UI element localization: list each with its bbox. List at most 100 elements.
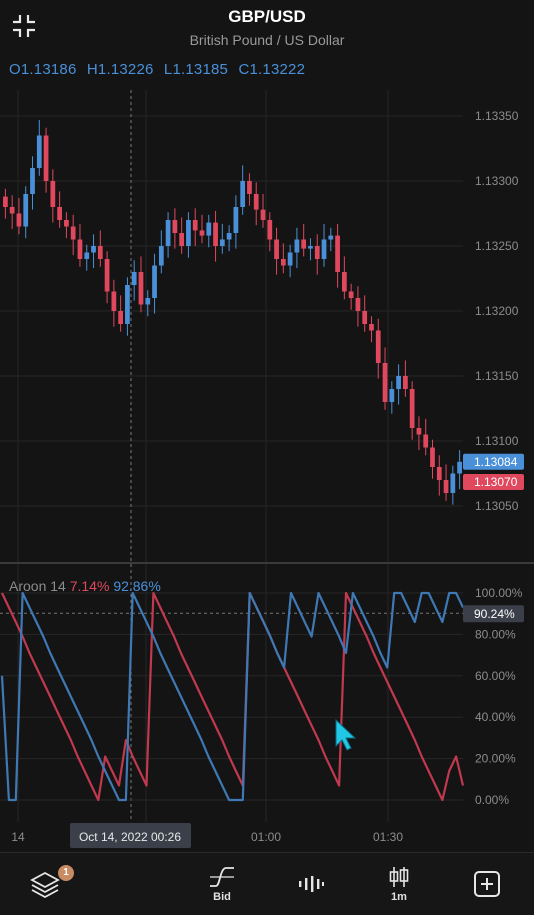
candle-body xyxy=(50,181,56,207)
candle-body xyxy=(186,220,191,246)
candle-body xyxy=(375,330,381,363)
candle-body xyxy=(30,168,35,194)
price-tick-label: 1.13300 xyxy=(475,174,519,188)
volume-button[interactable] xyxy=(296,853,326,915)
candle-body xyxy=(104,259,110,292)
candle-body xyxy=(57,207,62,220)
price-chart[interactable]: 1.13350 1.13300 1.13250 1.13200 1.13150 1.131… xyxy=(0,0,534,852)
candle-body xyxy=(430,447,435,467)
candle-body xyxy=(436,467,442,480)
candle-body xyxy=(355,298,361,311)
price-type-button[interactable]: Bid xyxy=(200,853,244,915)
ohlc-readout: O1.13186 H1.13226 L1.13185 C1.13222 xyxy=(9,61,311,78)
plus-square-icon xyxy=(474,871,500,897)
collapse-fullscreen-icon[interactable] xyxy=(10,12,38,40)
candle-body xyxy=(335,235,340,272)
interval-label: 1m xyxy=(391,890,407,903)
candle-body xyxy=(138,272,144,305)
candle-body xyxy=(16,213,22,227)
high-value: H1.13226 xyxy=(86,61,154,78)
candle-body xyxy=(199,230,205,236)
candle-body xyxy=(328,235,334,240)
indicator-tick-label: 80.00% xyxy=(475,627,516,641)
candle-body xyxy=(409,389,415,428)
price-tick-label: 1.13250 xyxy=(475,239,519,253)
crosshair-time-tag xyxy=(70,823,191,848)
crosshair-time-label: Oct 14, 2022 00:26 xyxy=(79,830,181,844)
aroon-up-line xyxy=(0,591,464,802)
candle-body xyxy=(253,194,259,210)
bid-price-tag xyxy=(463,474,524,490)
add-indicator-button[interactable] xyxy=(472,853,502,915)
bid-price-label: 1.13070 xyxy=(474,475,518,489)
candle-body xyxy=(97,246,103,259)
time-axis-label: 01:30 xyxy=(373,830,403,844)
candle-body xyxy=(294,239,300,253)
candle-body xyxy=(403,376,408,389)
indicator-tick-label: 40.00% xyxy=(475,710,516,724)
candle-body xyxy=(274,239,279,259)
candle-body xyxy=(158,246,164,266)
candle-body xyxy=(125,285,130,324)
candle-body xyxy=(369,324,374,331)
time-axis-label: 01:00 xyxy=(251,830,281,844)
low-value: L1.13185 xyxy=(163,61,229,78)
candle-body xyxy=(423,434,429,448)
candle-body xyxy=(77,239,83,259)
candle-body xyxy=(457,461,462,474)
price-tick-label: 1.13350 xyxy=(475,109,519,123)
candle-body xyxy=(192,220,198,231)
indicator-tick-label: 100.00% xyxy=(475,586,523,600)
symbol-description: British Pound / US Dollar xyxy=(189,32,345,48)
open-value: O1.13186 xyxy=(9,61,77,78)
price-tick-label: 1.13050 xyxy=(475,499,519,513)
candle-body xyxy=(172,220,178,233)
candle-body xyxy=(70,226,76,240)
candle-body xyxy=(233,207,239,233)
layers-icon xyxy=(30,871,60,898)
interval-button[interactable]: 1m xyxy=(384,853,414,915)
candle-body xyxy=(416,428,422,435)
indicator-tick-label: 60.00% xyxy=(475,669,516,683)
price-tick-label: 1.13150 xyxy=(475,369,519,383)
candle-body xyxy=(84,252,90,259)
candle-body xyxy=(206,222,212,236)
indicator-tick-label: 0.00% xyxy=(475,793,509,807)
pointer-cursor-icon xyxy=(334,718,358,757)
candle-body xyxy=(226,233,232,240)
bid-curve-icon xyxy=(210,866,234,887)
candle-body xyxy=(267,220,273,240)
candle-body xyxy=(111,291,117,311)
candle-body xyxy=(247,181,252,194)
indicator-tick-label: 20.00% xyxy=(475,752,516,766)
candle-body xyxy=(91,246,96,253)
price-tick-label: 1.13100 xyxy=(475,434,519,448)
candle-body xyxy=(23,194,29,227)
aroon-up-value: 92.86% xyxy=(113,578,160,594)
price-type-label: Bid xyxy=(213,890,231,903)
bottom-toolbar: 1 Bid 1m xyxy=(0,852,534,915)
candle-body xyxy=(3,196,8,207)
candle-body xyxy=(362,311,368,324)
ask-price-label: 1.13084 xyxy=(474,455,518,469)
candlestick-icon xyxy=(389,866,409,887)
crosshair-value-tag xyxy=(463,605,524,623)
candle-body xyxy=(145,298,151,305)
candle-body xyxy=(396,376,401,389)
ask-price-tag xyxy=(463,453,524,470)
candle-body xyxy=(179,233,185,246)
candle-body xyxy=(382,363,388,402)
layers-button[interactable] xyxy=(22,853,68,915)
candle-body xyxy=(321,239,327,259)
price-tick-label: 1.13200 xyxy=(475,304,519,318)
candle-body xyxy=(152,265,157,298)
candle-body xyxy=(64,220,69,227)
candle-body xyxy=(341,272,347,292)
time-axis-label: 14 xyxy=(11,830,25,844)
candle-body xyxy=(213,222,218,246)
close-value: C1.13222 xyxy=(238,61,306,78)
candle-body xyxy=(443,480,449,493)
symbol-title: GBP/USD xyxy=(228,7,306,26)
layers-count-badge: 1 xyxy=(58,865,74,881)
aroon-down-line xyxy=(1,591,465,802)
